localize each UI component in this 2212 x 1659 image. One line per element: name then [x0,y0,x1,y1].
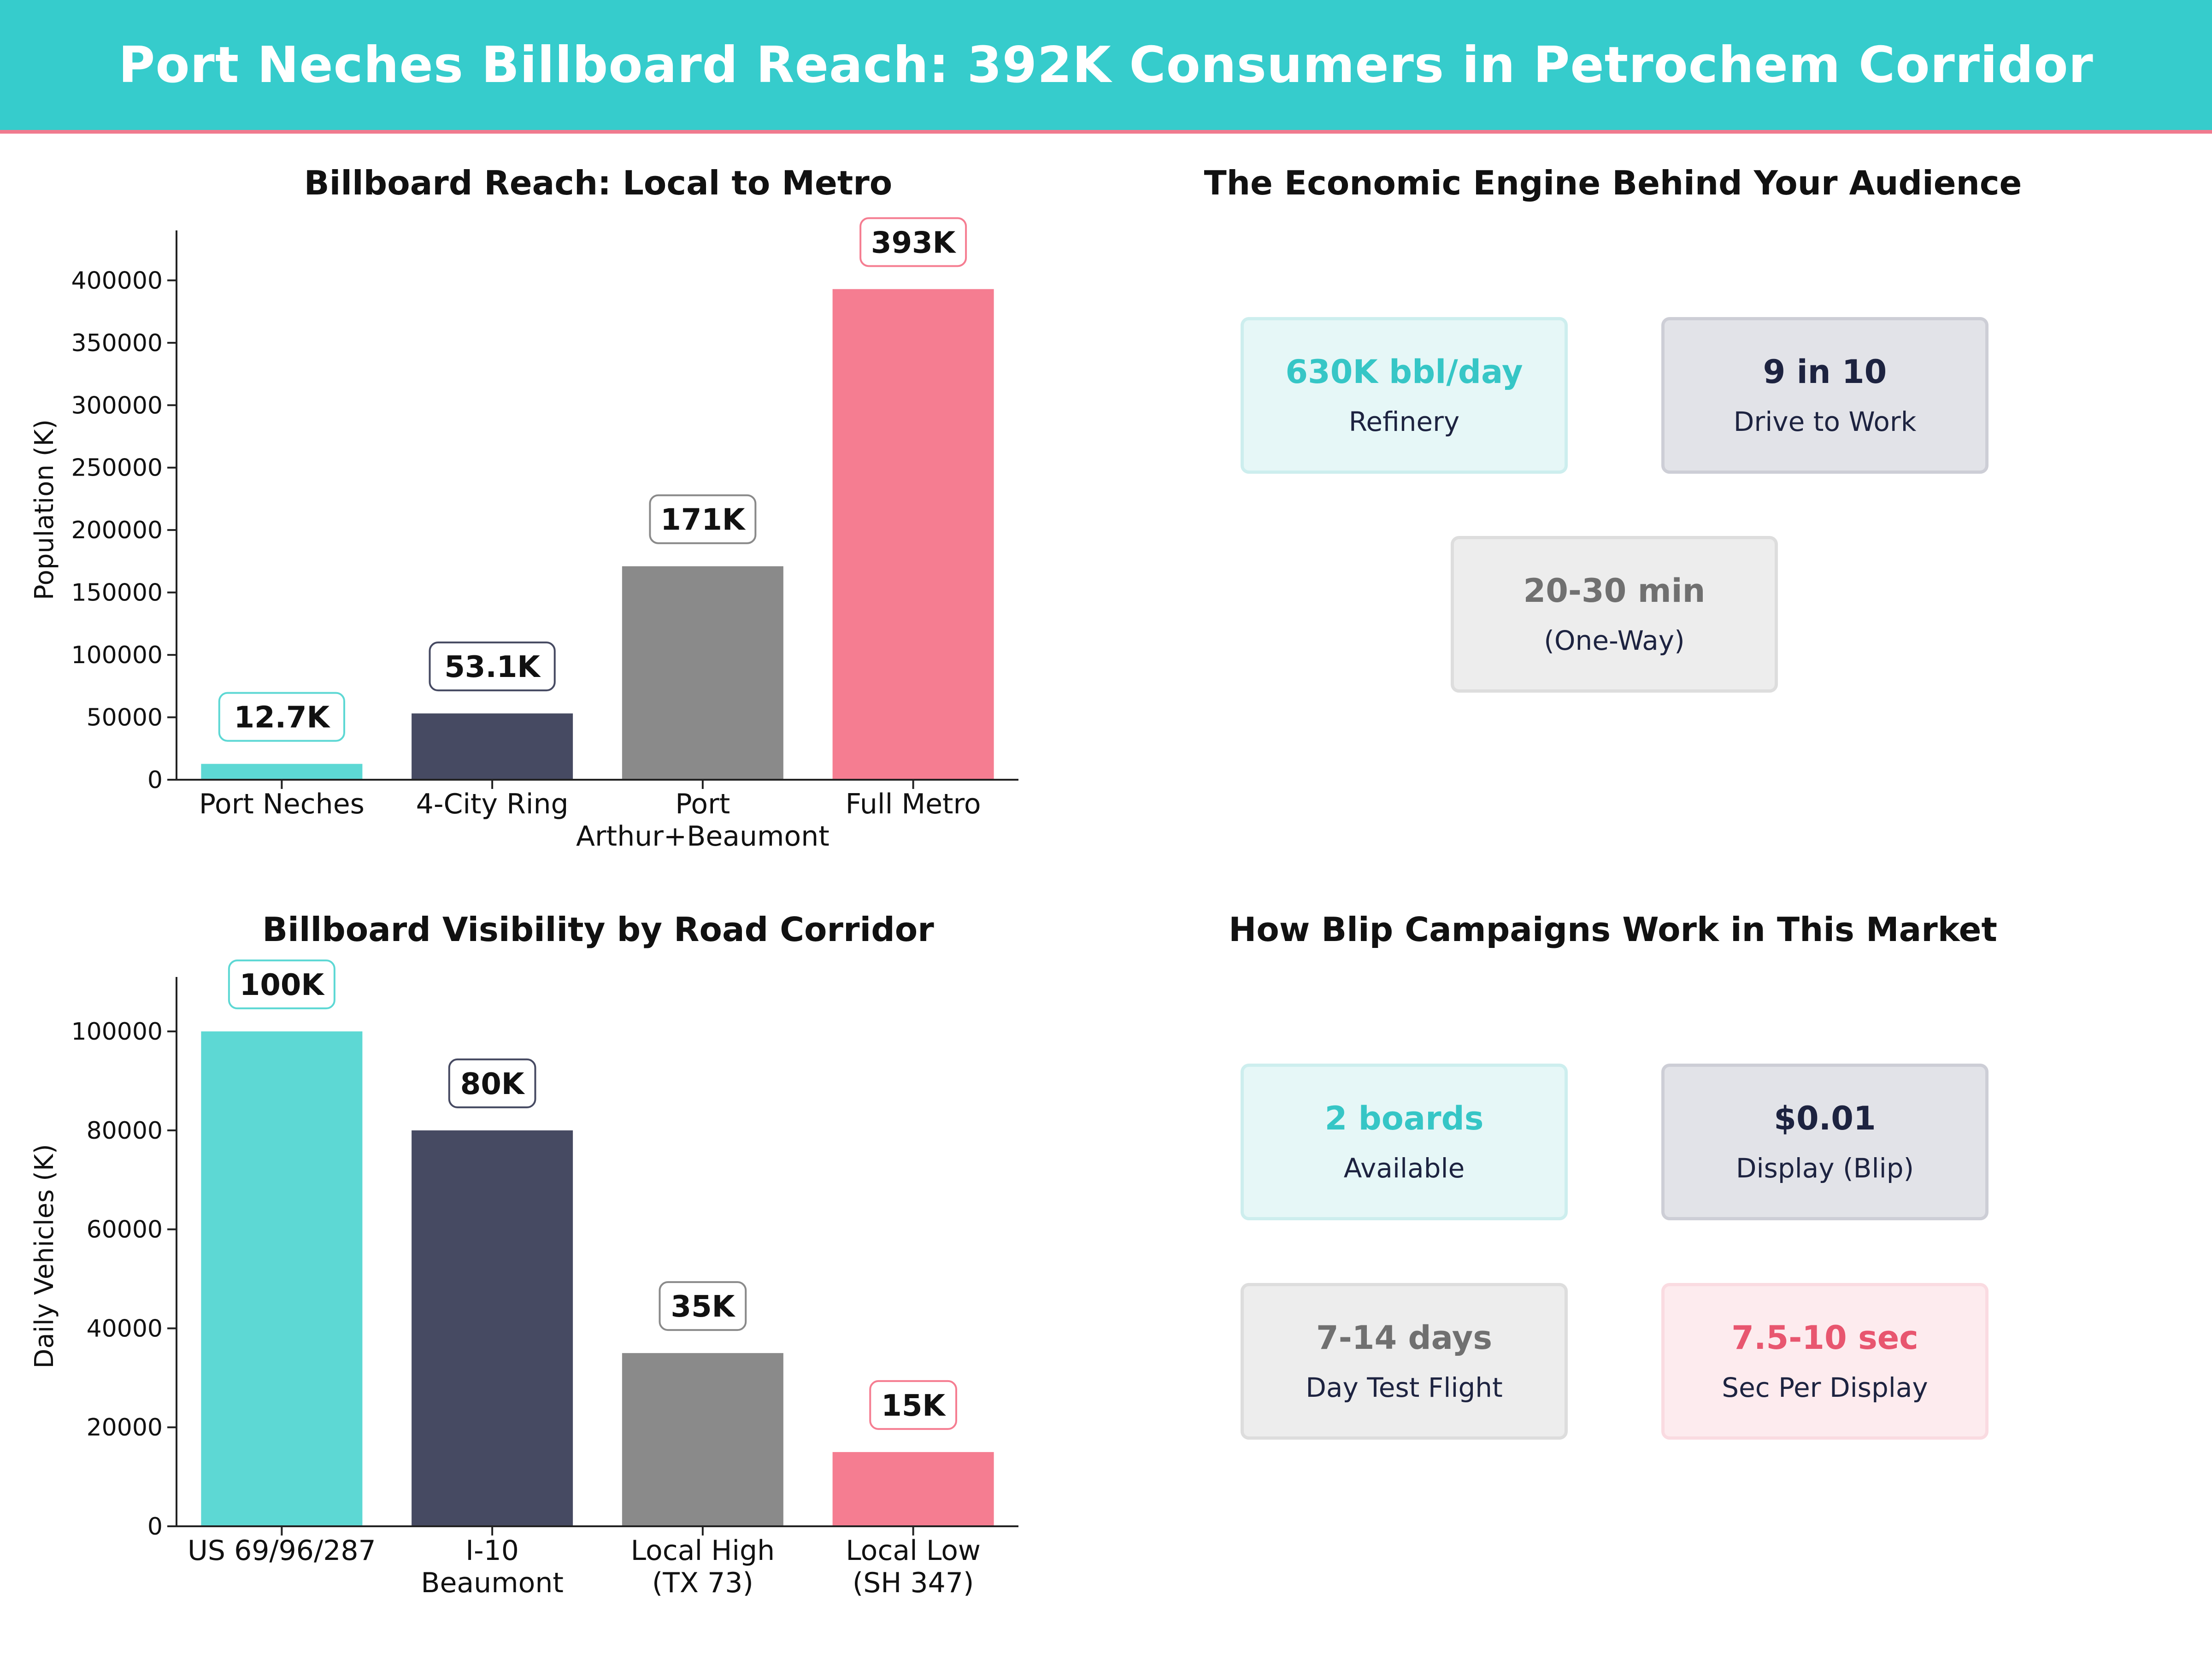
y-tick-label: 200000 [71,517,163,544]
x-tick-label: Local Low [846,1535,981,1567]
x-tick-label: (TX 73) [652,1567,753,1599]
drive-to-work-value: 9 in 10 [1763,353,1887,391]
y-tick-label: 100000 [71,1018,163,1046]
display-duration-card: 7.5-10 sec Sec Per Display [1661,1283,1988,1440]
data-label-box [859,217,967,267]
y-tick-label: 60000 [87,1216,163,1244]
refinery-label: Refinery [1348,406,1460,437]
drive-to-work-card: 9 in 10 Drive to Work [1661,317,1988,474]
price-card: $0.01 Display (Blip) [1661,1064,1988,1220]
reach-chart-title: Billboard Reach: Local to Metro [304,164,893,202]
boards-value: 2 boards [1324,1100,1484,1137]
bar [412,1130,573,1526]
data-label-box [228,959,335,1010]
bar [832,1452,994,1526]
refinery-value: 630K bbl/day [1285,353,1523,391]
display-duration-value: 7.5-10 sec [1731,1319,1918,1357]
y-tick-label: 40000 [87,1315,163,1342]
y-axis-label: Population (K) [29,419,59,600]
y-tick-label: 80000 [87,1117,163,1145]
commute-label: (One-Way) [1544,625,1685,656]
data-label: 171K [660,503,746,537]
data-label: 100K [240,968,325,1002]
y-tick-label: 20000 [87,1414,163,1441]
y-tick-label: 100000 [71,641,163,669]
price-value: $0.01 [1774,1100,1876,1137]
data-label-box [448,1058,536,1108]
y-tick-label: 250000 [71,454,163,482]
y-tick-label: 300000 [71,392,163,419]
data-label: 12.7K [234,701,331,735]
y-tick-label: 50000 [87,704,163,732]
bar [622,566,783,780]
test-flight-label: Day Test Flight [1306,1372,1503,1403]
bar [201,764,363,780]
test-flight-value: 7-14 days [1316,1319,1493,1357]
x-tick-label: I-10 [465,1535,519,1567]
campaign-panel-title: How Blip Campaigns Work in This Market [1229,910,1997,949]
x-tick-label: Beaumont [421,1567,564,1599]
y-tick-label: 0 [147,766,163,794]
x-tick-label: 4-City Ring [416,788,569,820]
data-label: 15K [881,1389,946,1423]
drive-to-work-label: Drive to Work [1733,406,1917,437]
data-label: 80K [460,1067,525,1101]
data-label-box [429,641,556,692]
boards-label: Available [1343,1153,1465,1184]
page-title: Port Neches Billboard Reach: 392K Consum… [118,36,2094,94]
x-tick-label: Arthur+Beaumont [576,820,830,853]
commute-card: 20-30 min (One-Way) [1451,536,1778,693]
bar [832,289,994,780]
data-label-box [869,1380,957,1430]
test-flight-card: 7-14 days Day Test Flight [1241,1283,1568,1440]
data-label-box [649,494,757,544]
data-label: 53.1K [444,650,541,684]
y-axis-label: Daily Vehicles (K) [29,1144,59,1368]
data-label: 393K [871,226,957,260]
economic-panel-title: The Economic Engine Behind Your Audience [1204,164,2022,202]
refinery-card: 630K bbl/day Refinery [1241,317,1568,474]
data-label-box [218,692,345,742]
bar [201,1031,363,1526]
x-tick-label: US 69/96/287 [188,1535,376,1567]
data-label-box [659,1281,747,1331]
y-tick-label: 150000 [71,579,163,607]
y-tick-label: 0 [147,1513,163,1541]
bar [622,1353,783,1526]
x-tick-label: (SH 347) [853,1567,974,1599]
price-label: Display (Blip) [1735,1153,1914,1184]
bar [412,713,573,780]
x-tick-label: Port [675,788,730,820]
commute-value: 20-30 min [1523,572,1706,610]
data-label: 35K [671,1290,736,1324]
boards-card: 2 boards Available [1241,1064,1568,1220]
y-tick-label: 350000 [71,329,163,357]
header-banner: Port Neches Billboard Reach: 392K Consum… [0,0,2212,134]
display-duration-label: Sec Per Display [1722,1372,1928,1403]
corridor-chart-title: Billboard Visibility by Road Corridor [262,910,934,949]
x-tick-label: Full Metro [846,788,981,820]
x-tick-label: Local High [631,1535,775,1567]
x-tick-label: Port Neches [199,788,365,820]
y-tick-label: 400000 [71,267,163,294]
